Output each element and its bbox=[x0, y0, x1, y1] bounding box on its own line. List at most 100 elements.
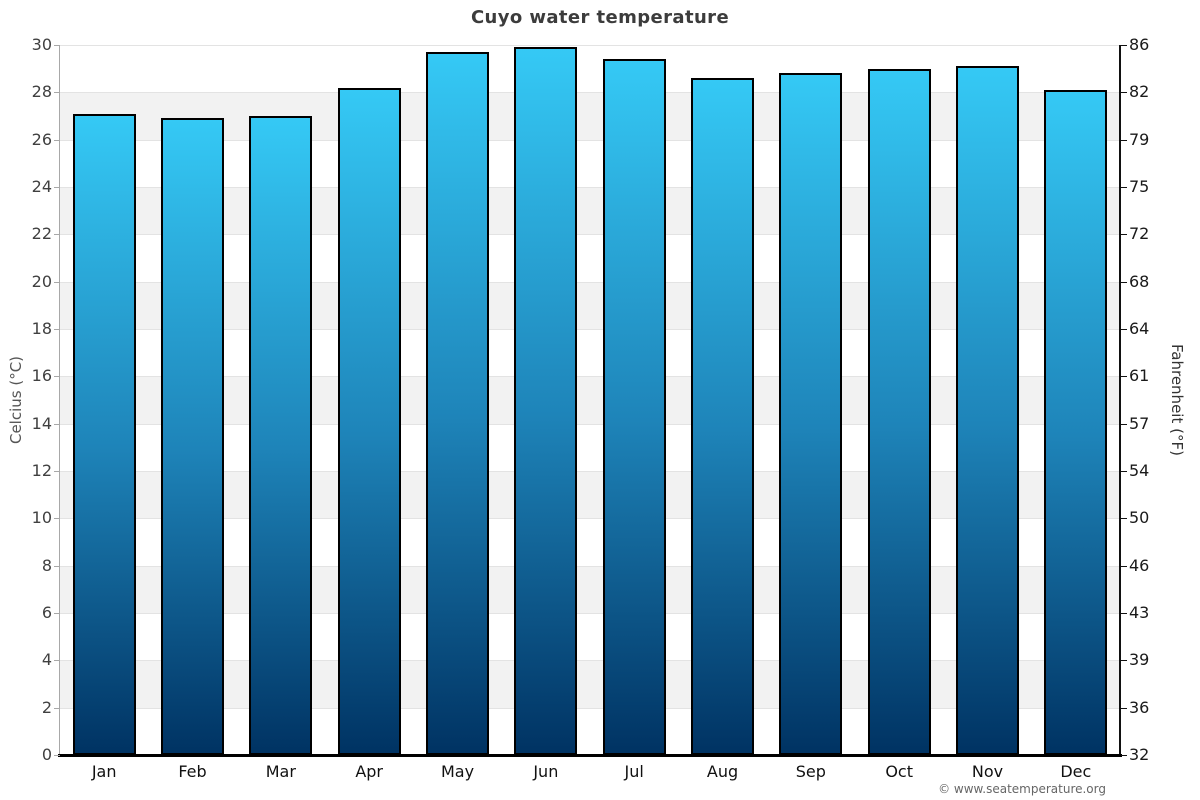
gridline bbox=[60, 234, 1120, 236]
chart-title: Cuyo water temperature bbox=[470, 7, 730, 28]
x-tick-label-mar: Mar bbox=[265, 762, 296, 781]
axis-tick-right bbox=[1121, 518, 1127, 520]
grid-band bbox=[60, 565, 1120, 613]
axis-tick-right bbox=[1121, 329, 1127, 330]
bar-aug bbox=[691, 78, 754, 755]
y-tick-label-fahrenheit: 46 bbox=[1129, 555, 1150, 575]
y-tick-label-celsius: 10 bbox=[31, 508, 52, 528]
axis-tick-left bbox=[54, 565, 60, 567]
gridline bbox=[60, 613, 1120, 614]
copyright-text: © www.seatemperature.org bbox=[938, 782, 1106, 796]
y-tick-label-fahrenheit: 64 bbox=[1129, 319, 1150, 338]
grid-band bbox=[60, 707, 1120, 755]
grid-band bbox=[60, 45, 1120, 93]
x-tick-label-sep: Sep bbox=[795, 762, 826, 781]
y-tick-label-celsius: 18 bbox=[31, 319, 52, 338]
grid-band bbox=[60, 423, 1120, 471]
y-axis-line-left bbox=[59, 45, 60, 755]
axis-tick-left bbox=[54, 613, 60, 614]
y-tick-label-fahrenheit: 68 bbox=[1129, 271, 1150, 291]
x-tick-label-nov: Nov bbox=[971, 762, 1004, 781]
gridline bbox=[60, 281, 1120, 283]
axis-tick-left bbox=[54, 423, 60, 425]
y-tick-label-celsius: 6 bbox=[41, 603, 52, 622]
gridline bbox=[60, 45, 1120, 46]
x-tick-label-apr: Apr bbox=[355, 762, 383, 781]
x-tick-label-feb: Feb bbox=[178, 762, 207, 781]
axis-tick-right bbox=[1121, 92, 1127, 94]
bar-oct bbox=[867, 68, 931, 755]
axis-tick-left bbox=[54, 471, 60, 472]
y-tick-label-fahrenheit: 39 bbox=[1129, 650, 1150, 670]
grid-band bbox=[60, 376, 1120, 424]
plot-area bbox=[60, 45, 1120, 756]
y-tick-label-celsius: 16 bbox=[31, 366, 52, 386]
y-tick-label-fahrenheit: 43 bbox=[1129, 603, 1150, 622]
gridline bbox=[60, 423, 1120, 425]
axis-tick-left bbox=[54, 707, 60, 709]
bar-jan bbox=[72, 113, 136, 755]
y-tick-label-fahrenheit: 32 bbox=[1129, 745, 1150, 764]
grid-band bbox=[60, 613, 1120, 661]
x-tick-label-may: May bbox=[440, 762, 475, 781]
axis-tick-left bbox=[54, 518, 60, 520]
y-tick-label-fahrenheit: 50 bbox=[1129, 508, 1150, 528]
y-axis-line-right bbox=[1119, 45, 1121, 755]
x-tick-label-dec: Dec bbox=[1060, 762, 1092, 781]
axis-tick-right bbox=[1121, 755, 1127, 756]
axis-tick-right bbox=[1121, 660, 1127, 662]
axis-tick-right bbox=[1121, 234, 1127, 236]
axis-tick-right bbox=[1121, 281, 1127, 283]
gridline bbox=[60, 376, 1120, 378]
axis-tick-right bbox=[1121, 45, 1127, 46]
axis-tick-left bbox=[54, 92, 60, 94]
gridline bbox=[60, 565, 1120, 567]
y-tick-label-fahrenheit: 82 bbox=[1129, 82, 1150, 102]
gridline bbox=[60, 660, 1120, 662]
x-tick-label-oct: Oct bbox=[885, 762, 913, 781]
bar-jul bbox=[602, 59, 666, 755]
y-tick-label-fahrenheit: 61 bbox=[1129, 366, 1150, 386]
grid-band bbox=[60, 281, 1120, 329]
axis-tick-left bbox=[54, 234, 60, 236]
grid-band bbox=[60, 329, 1120, 377]
x-axis-line bbox=[58, 754, 1122, 757]
y-tick-label-fahrenheit: 54 bbox=[1129, 461, 1150, 480]
x-tick-label-jan: Jan bbox=[91, 762, 117, 781]
y-tick-label-celsius: 22 bbox=[31, 224, 52, 244]
bar-nov bbox=[956, 66, 1019, 755]
gridline bbox=[60, 187, 1120, 188]
y-tick-label-fahrenheit: 36 bbox=[1129, 697, 1150, 717]
grid-band bbox=[60, 471, 1120, 519]
bar-jun bbox=[514, 47, 578, 755]
x-tick-label-aug: Aug bbox=[706, 762, 739, 781]
axis-tick-right bbox=[1121, 565, 1127, 567]
y-tick-label-celsius: 0 bbox=[41, 745, 52, 764]
gridline bbox=[60, 92, 1120, 94]
y-tick-label-fahrenheit: 57 bbox=[1129, 413, 1150, 433]
bar-feb bbox=[161, 118, 224, 755]
y-tick-label-celsius: 20 bbox=[31, 271, 52, 291]
gridline bbox=[60, 471, 1120, 472]
y-tick-label-fahrenheit: 79 bbox=[1129, 129, 1150, 149]
axis-tick-left bbox=[54, 329, 60, 330]
axis-tick-right bbox=[1121, 423, 1127, 425]
y-tick-label-fahrenheit: 86 bbox=[1129, 35, 1150, 54]
grid-band bbox=[60, 518, 1120, 566]
y-tick-label-celsius: 8 bbox=[41, 555, 52, 575]
gridline bbox=[60, 139, 1120, 141]
bar-may bbox=[426, 52, 489, 755]
y-tick-label-fahrenheit: 72 bbox=[1129, 224, 1150, 244]
bar-sep bbox=[779, 73, 843, 755]
grid-band bbox=[60, 234, 1120, 282]
axis-tick-left bbox=[54, 281, 60, 283]
axis-tick-right bbox=[1121, 376, 1127, 378]
axis-tick-right bbox=[1121, 471, 1127, 472]
y-axis-title-celsius: Celcius (°C) bbox=[7, 355, 25, 445]
gridline bbox=[60, 707, 1120, 709]
y-tick-label-celsius: 12 bbox=[31, 461, 52, 480]
y-tick-label-celsius: 4 bbox=[41, 650, 52, 670]
axis-tick-left bbox=[54, 660, 60, 662]
gridline bbox=[60, 518, 1120, 520]
